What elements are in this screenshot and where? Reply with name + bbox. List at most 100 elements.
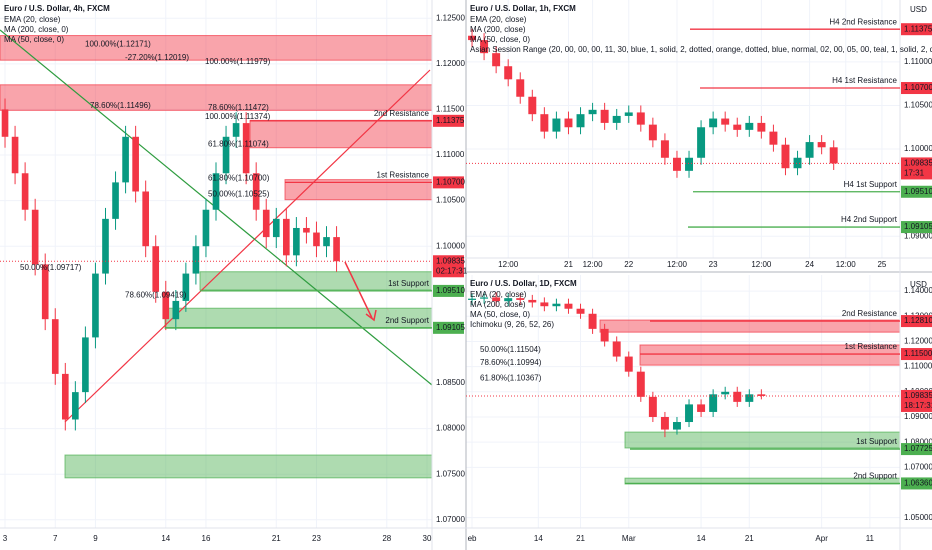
x-tick-label: 14 [534, 534, 543, 543]
candle-body [793, 157, 802, 169]
candle-body [492, 297, 501, 302]
y-tick-label: 1.09000 [904, 231, 932, 240]
candle-body [132, 136, 139, 192]
candle-body [564, 118, 573, 128]
candle-body [232, 123, 240, 137]
candle-body [588, 109, 597, 115]
fib-label: 78.60%(1.09419) [125, 290, 187, 299]
x-tick-label: 9 [93, 534, 98, 543]
panel-title: Euro / U.S. Dollar, 4h, FXCM [4, 4, 110, 13]
price-box-label: 1.07725 [904, 444, 932, 453]
candle-body [600, 328, 609, 342]
candle-body [333, 237, 340, 262]
x-tick-label: 23 [709, 260, 718, 269]
countdown-label: 17:31 [904, 169, 925, 178]
price-box [901, 477, 932, 490]
level-name: 1st Support [388, 279, 430, 288]
candle-body [202, 209, 210, 247]
panel-title: Euro / U.S. Dollar, 1h, FXCM [470, 4, 576, 13]
fib-label: 61.80%(1.10700) [208, 173, 270, 182]
level-name: 1st Support [856, 437, 898, 446]
indicator-legend: EMA (20, close) [4, 15, 61, 24]
candle-body [468, 298, 477, 300]
candle-body [192, 246, 200, 274]
level-name: 2nd Resistance [374, 109, 430, 118]
candle-body [293, 227, 300, 256]
price-box [901, 443, 932, 456]
x-tick-label: 22 [624, 260, 633, 269]
candle-body [480, 297, 489, 299]
candle-body [262, 209, 270, 238]
candle-body [672, 422, 681, 430]
candle-body [709, 118, 718, 128]
candle-body [182, 273, 190, 301]
fib-label: 50.00%(1.11504) [480, 345, 541, 354]
candle-body [516, 298, 525, 300]
price-box [901, 221, 932, 234]
candle-body [769, 131, 778, 145]
candle-body [540, 114, 549, 132]
fib-label: 100.00%(1.12171) [85, 39, 151, 48]
candle-body [313, 232, 320, 247]
label-layer: 1.12500 1.12000 1.11500 1.11000 1.10500 1.100… [3, 4, 932, 543]
candle-body [745, 122, 754, 130]
candle-body [685, 404, 694, 423]
fib-label: 100.00%(1.11374) [205, 112, 271, 121]
candle-body [612, 115, 621, 123]
currency-label: USD [910, 280, 927, 289]
x-tick-label: 21 [745, 534, 754, 543]
candle-body [733, 391, 742, 402]
last-price-box [901, 157, 932, 180]
candle-body [283, 218, 290, 256]
candle-body [323, 237, 330, 247]
fib-label: 78.60%(1.11472) [208, 103, 269, 112]
price-box [901, 82, 932, 95]
candle-body [82, 337, 89, 393]
y-tick-label: 1.08500 [436, 378, 465, 387]
candle-body [480, 40, 489, 54]
level-name: 1st Resistance [845, 342, 898, 351]
y-tick-label: 1.10500 [436, 196, 465, 205]
x-tick-label: 12:00 [498, 260, 519, 269]
level-name: H4 1st Support [844, 180, 898, 189]
fib-label: 61.80%(1.10367) [480, 374, 542, 383]
candle-body [829, 147, 838, 164]
candle-body [31, 209, 39, 265]
price-box [433, 114, 464, 127]
candle-body [817, 142, 826, 148]
y-tick-label: 1.10000 [904, 144, 932, 153]
candle-body [660, 140, 669, 158]
x-tick-label: eb [468, 534, 477, 543]
candle-body [61, 373, 69, 420]
level-name: H4 2nd Support [841, 215, 898, 224]
candle-body [624, 356, 633, 372]
candle-body [612, 341, 621, 357]
y-tick-label: 1.12000 [904, 337, 932, 346]
candle-body [552, 118, 561, 132]
candle-body [41, 264, 49, 320]
x-tick-label: Apr [815, 534, 828, 543]
last-price-label: 1.09835 [904, 159, 932, 168]
candle-body [757, 122, 766, 132]
x-tick-label: 12:00 [751, 260, 772, 269]
y-tick-label: 1.12500 [436, 13, 465, 22]
indicator-legend: MA (200, close) [470, 25, 526, 34]
candle-body [212, 173, 220, 210]
arrow-head [365, 309, 377, 322]
fib-label: 50.00%(1.10525) [208, 189, 270, 198]
y-tick-label: 1.11000 [904, 57, 932, 66]
candle-body [600, 109, 609, 123]
candle-body [648, 124, 657, 141]
price-box [433, 321, 464, 334]
y-tick-label: 1.08000 [904, 437, 932, 446]
trend-line [64, 69, 431, 423]
price-box [901, 348, 932, 361]
candle-body [504, 298, 513, 302]
candle-body [540, 302, 549, 307]
level-name: 1st Resistance [377, 170, 430, 179]
x-tick-label: 28 [382, 534, 391, 543]
candle-body [624, 112, 633, 116]
price-box [901, 315, 932, 328]
x-tick-label: 14 [697, 534, 706, 543]
candle-body [11, 136, 19, 174]
